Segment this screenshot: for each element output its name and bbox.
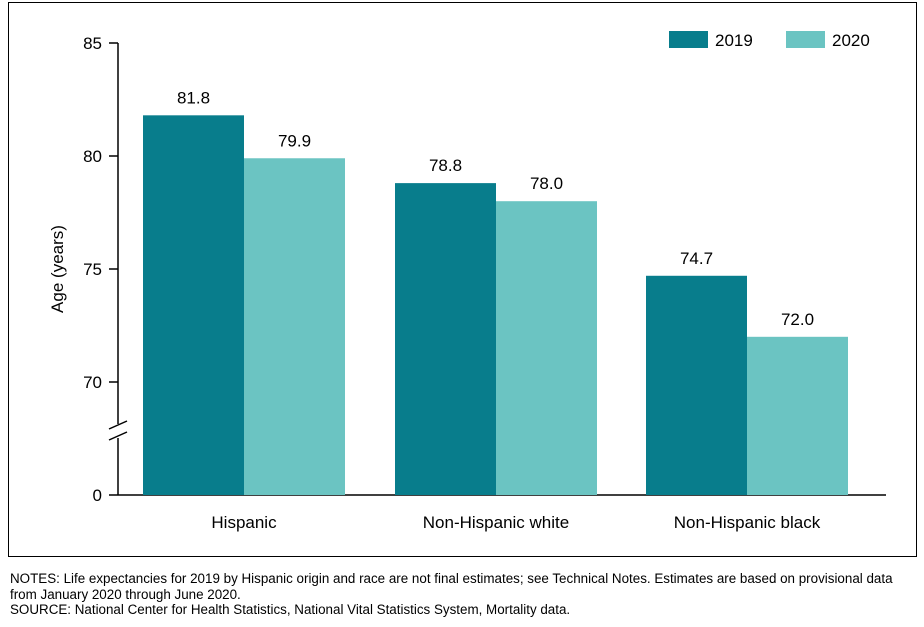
legend-label: 2020 xyxy=(832,31,870,50)
bar xyxy=(143,115,244,495)
y-tick-label: 70 xyxy=(83,373,102,392)
axis-break-mark xyxy=(108,420,128,430)
bar-value-label: 74.7 xyxy=(680,249,713,268)
y-tick-label: 0 xyxy=(93,486,102,505)
bar-value-label: 81.8 xyxy=(177,88,210,107)
bars xyxy=(143,115,848,495)
bar xyxy=(244,158,345,495)
bar-value-label: 72.0 xyxy=(781,310,814,329)
bar xyxy=(646,275,747,495)
bar-value-label: 78.0 xyxy=(530,174,563,193)
bar-chart: 0 70 75 80 85 Age (years) Hispanic Non-Hispanic… xyxy=(48,31,886,532)
y-tick-label: 80 xyxy=(83,147,102,166)
y-axis-title: Age (years) xyxy=(48,225,67,313)
axes: 0 70 75 80 85 Age (years) Hispanic Non-Hispanic… xyxy=(48,34,886,532)
notes-text: NOTES: Life expectancies for 2019 by His… xyxy=(10,571,893,602)
chart-notes: NOTES: Life expectancies for 2019 by His… xyxy=(10,571,915,618)
bar xyxy=(747,336,848,495)
x-category-label: Non-Hispanic black xyxy=(674,513,821,532)
legend-swatch xyxy=(669,31,708,48)
bar-value-label: 78.8 xyxy=(429,156,462,175)
x-category-label: Hispanic xyxy=(211,513,277,532)
axis-break-mark xyxy=(108,431,128,441)
bar-value-label: 79.9 xyxy=(278,131,311,150)
x-category-label: Non-Hispanic white xyxy=(423,513,569,532)
y-tick-label: 75 xyxy=(83,260,102,279)
y-tick-label: 85 xyxy=(83,34,102,53)
source-text: SOURCE: National Center for Health Stati… xyxy=(10,602,571,617)
value-labels: 81.8 79.9 78.8 78.0 74.7 72.0 xyxy=(177,88,814,328)
legend-swatch xyxy=(786,31,825,48)
bar xyxy=(496,201,597,495)
legend-label: 2019 xyxy=(715,31,753,50)
bar xyxy=(395,183,496,495)
legend: 2019 2020 xyxy=(669,31,870,50)
